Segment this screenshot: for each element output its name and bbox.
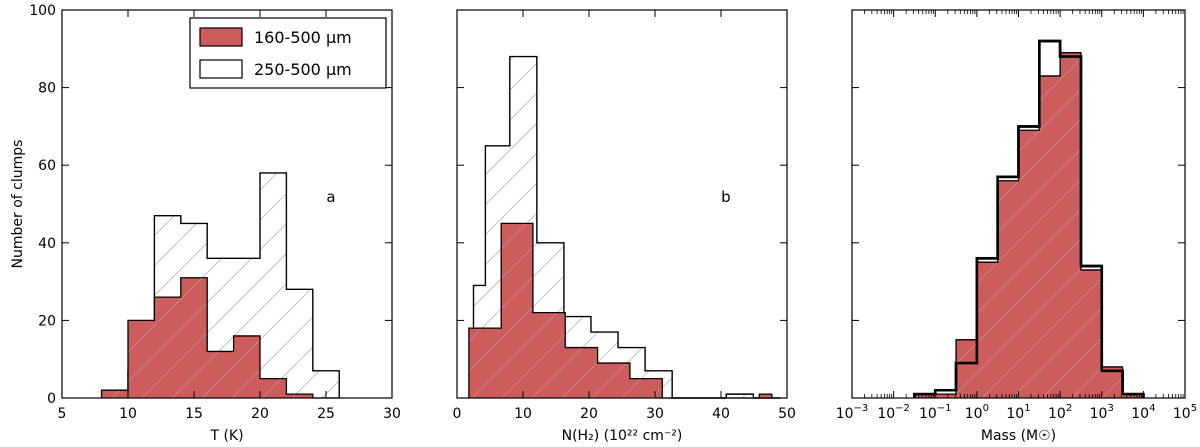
y-tick-label: 80 bbox=[38, 81, 56, 97]
y-tick-label: 60 bbox=[38, 158, 56, 174]
y-tick-label: 20 bbox=[38, 313, 56, 329]
legend-swatch-160-500 bbox=[199, 27, 243, 47]
y-axis-label: Number of clumps bbox=[10, 140, 26, 269]
series-160-500-outline bbox=[913, 52, 1145, 398]
x-tick-label: 100 bbox=[965, 403, 989, 422]
x-axis-label: N(H₂) (10²² cm⁻²) bbox=[562, 428, 683, 444]
x-tick-label: 103 bbox=[1090, 403, 1114, 422]
panel-2: 0 10 20 30 40 50 N(H₂) (10²² cm⁻²) b bbox=[453, 9, 796, 444]
panel-label: a bbox=[326, 188, 335, 206]
y-tick-label: 100 bbox=[29, 3, 56, 19]
y-tick-label: 0 bbox=[47, 391, 56, 407]
legend-label: 250-500 μm bbox=[254, 60, 352, 79]
x-tick-label: 102 bbox=[1048, 403, 1072, 422]
legend-swatch-250-500 bbox=[199, 59, 243, 79]
series-160-500-hatch bbox=[914, 52, 1144, 399]
x-tick-label: 20 bbox=[251, 406, 269, 422]
x-tick-label: 10−1 bbox=[919, 403, 952, 422]
series-250-500-outline-top bbox=[913, 39, 1145, 398]
x-tick-label: 30 bbox=[383, 406, 401, 422]
x-tick-label: 20 bbox=[580, 406, 598, 422]
x-tick-label: 5 bbox=[58, 406, 67, 422]
x-tick-label: 10−2 bbox=[877, 403, 910, 422]
x-tick-label: 50 bbox=[778, 406, 796, 422]
x-tick-label: 101 bbox=[1006, 403, 1030, 422]
legend: 160-500 μm 250-500 μm bbox=[189, 17, 387, 89]
x-tick-label: 10 bbox=[119, 406, 137, 422]
panel-label: b bbox=[721, 188, 731, 206]
x-axis-label: T (K) bbox=[209, 428, 243, 444]
panel-3: 10−3 10−2 10−1 100 101 102 103 104 105 Mass (M☉) bbox=[836, 9, 1197, 444]
x-tick-label: 25 bbox=[317, 406, 335, 422]
x-tick-label: 10 bbox=[514, 406, 532, 422]
legend-label: 160-500 μm bbox=[254, 28, 352, 47]
plot-frame bbox=[456, 9, 788, 399]
x-tick-label: 0 bbox=[453, 406, 462, 422]
x-tick-label: 30 bbox=[646, 406, 664, 422]
x-tick-label: 10−3 bbox=[836, 403, 869, 422]
plot-frame bbox=[61, 9, 393, 399]
x-tick-label: 15 bbox=[185, 406, 203, 422]
series-160-500-outline bbox=[100, 277, 340, 399]
x-tick-label: 104 bbox=[1131, 403, 1155, 422]
y-tick-label: 40 bbox=[38, 236, 56, 252]
x-axis-label: Mass (M☉) bbox=[981, 428, 1056, 444]
series-160-500-hatch bbox=[468, 223, 772, 398]
x-tick-label: 105 bbox=[1173, 403, 1197, 422]
panel-1: 0 20 40 60 80 100 5 10 15 20 25 30 T (K) Number of cl… bbox=[10, 3, 401, 444]
x-tick-label: 40 bbox=[712, 406, 730, 422]
series-160-500-hatch bbox=[101, 277, 340, 398]
